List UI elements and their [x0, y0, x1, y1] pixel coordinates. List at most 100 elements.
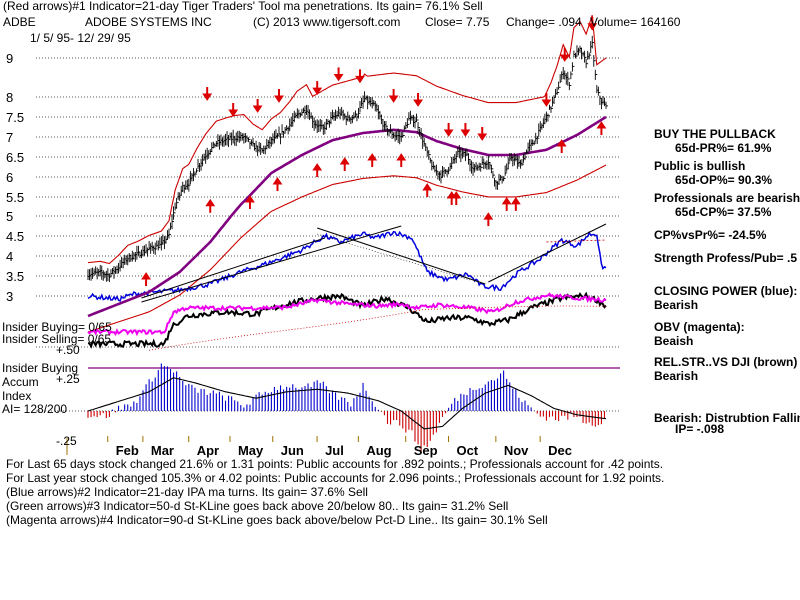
- accum-ma-path: [87, 377, 607, 430]
- buy-arrow-head: [141, 272, 151, 280]
- bearish-label: Bearish: Distrubtion Falling: [654, 411, 800, 425]
- strength-value: Strength Profess/Pub= .5: [654, 251, 798, 265]
- trendline-dotted-1: [317, 233, 471, 281]
- buy-arrow-head: [596, 121, 607, 129]
- buy-pullback-label: BUY THE PULLBACK: [654, 127, 776, 141]
- y-tick-label: 6.5: [6, 150, 24, 165]
- accum-tick-m25: -.25: [56, 434, 77, 448]
- price-bars: [87, 35, 608, 283]
- relstr-label: REL.STR..VS DJI (brown): [654, 355, 798, 369]
- green-arrows-indicator: (Green arrows)#3 Indicator=50-d St-KLine…: [6, 499, 509, 513]
- y-tick-label: 9: [6, 51, 13, 66]
- x-tick-label: Aug: [366, 443, 391, 458]
- relstr-line: [87, 291, 607, 349]
- buy-arrow-head: [556, 139, 567, 147]
- closing-power-status: Bearish: [654, 298, 699, 312]
- date-range: 1/ 5/ 95- 12/ 29/ 95: [30, 31, 131, 45]
- cp-ma-dotted: [546, 239, 607, 243]
- close-value: Close= 7.75: [425, 15, 490, 29]
- sell-arrow-head: [228, 109, 239, 117]
- y-tick-label: 8: [6, 90, 13, 105]
- ai-value: AI= 128/200: [2, 402, 68, 416]
- sell-arrow-head: [202, 93, 213, 101]
- stats-last-year: For Last year stock changed 105.3% or 4.…: [6, 471, 665, 485]
- sell-arrow-head: [333, 73, 344, 82]
- buy-arrow-head: [483, 212, 494, 220]
- sell-arrow-head: [312, 87, 323, 96]
- buy-arrow-head: [396, 153, 407, 161]
- y-tick-label: 5: [6, 209, 13, 224]
- axes: 9 8 7.5 7 6.5 6 5.5 5 4.5 4 3.5 3 Feb Mar Apr May Jun Jul…: [6, 51, 572, 458]
- sell-arrow-head: [587, 23, 598, 31]
- copyright: (C) 2013 www.tigersoft.com: [253, 15, 401, 29]
- header-indicator-line: (Red arrows)#1 Indicator=21-day Tiger Tr…: [3, 0, 483, 13]
- buy-arrow-head: [205, 198, 216, 207]
- x-tick-label: Apr: [197, 443, 219, 458]
- buy-arrow-head: [312, 163, 323, 171]
- sell-arrow-head: [355, 75, 365, 84]
- index-label: Index: [2, 389, 32, 403]
- buy-arrow-head: [422, 183, 433, 191]
- cpvspr-value: CP%vsPr%= -24.5%: [654, 228, 767, 242]
- relstr-status: Bearish: [654, 369, 699, 383]
- buy-arrow-head: [510, 196, 521, 205]
- y-tick-label: 4.5: [6, 229, 24, 244]
- buy-arrow-head: [245, 195, 255, 203]
- x-tick-label: Jul: [325, 443, 344, 458]
- y-tick-label: 5.5: [6, 190, 24, 205]
- y-tick-label: 4: [6, 249, 13, 264]
- y-tick-label: 3.5: [6, 269, 24, 284]
- accum-label: Accum: [2, 375, 39, 389]
- lower-band-path: [87, 164, 607, 333]
- accum-index-histogram: [87, 363, 607, 451]
- y-tick-label: 6: [6, 170, 13, 185]
- accum-tick-p50: +.50: [56, 343, 80, 357]
- relstr-path: [87, 291, 607, 349]
- closing-power-line: [87, 230, 607, 302]
- sell-arrow-head: [252, 105, 263, 113]
- ip-value: IP= -.098: [675, 422, 725, 436]
- sell-arrow-head: [443, 129, 454, 137]
- signal-arrows: [141, 16, 607, 286]
- sell-arrow-head: [541, 99, 552, 107]
- moving-average-line: [87, 115, 607, 318]
- change-value: Change= .094: [506, 15, 582, 29]
- closing-power-label: CLOSING POWER (blue):: [654, 284, 798, 298]
- op-value: 65d-OP%= 90.3%: [675, 173, 773, 187]
- magenta-arrows-indicator: (Magenta arrows)#4 Indicator=90-d St-KLi…: [6, 513, 548, 527]
- public-label: Public is bullish: [654, 159, 746, 173]
- x-tick-label: Feb: [116, 443, 139, 458]
- obv-line: [87, 292, 607, 351]
- trendline-2: [141, 225, 402, 303]
- x-tick-label: Mar: [151, 443, 174, 458]
- x-tick-label: Sep: [414, 443, 438, 458]
- stats-65-days: For Last 65 days stock changed 21.6% or …: [6, 457, 664, 471]
- buy-arrow-head: [339, 157, 350, 165]
- trendline-3: [317, 227, 486, 285]
- professionals-label: Professionals are bearish: [654, 191, 800, 205]
- sell-arrow-head: [388, 95, 399, 103]
- buy-arrow-head: [501, 196, 512, 205]
- sell-arrow-head: [413, 99, 423, 107]
- obv-label: OBV (magenta):: [654, 320, 745, 334]
- blue-arrows-indicator: (Blue arrows)#2 Indicator=21-day IPA ma …: [6, 485, 368, 499]
- company-name: ADOBE SYSTEMS INC: [85, 15, 212, 29]
- y-tick-label: 7: [6, 130, 13, 145]
- x-tick-label: Nov: [504, 443, 529, 458]
- buy-arrow-head: [367, 153, 378, 161]
- insider-selling: Insider Selling= 0/65: [2, 332, 112, 346]
- closing-power-trendlines: [141, 223, 607, 303]
- sell-arrow-head: [477, 133, 488, 141]
- pr-value: 65d-PR%= 61.9%: [675, 141, 772, 155]
- insider-buying-label: Insider Buying: [2, 361, 79, 375]
- x-tick-label: Dec: [548, 443, 572, 458]
- x-tick-label: Jun: [281, 443, 304, 458]
- buy-arrow-head: [451, 191, 462, 199]
- ticker-label: ADBE: [3, 15, 36, 29]
- x-tick-label: Oct: [456, 443, 478, 458]
- cp-value: 65d-CP%= 37.5%: [675, 205, 772, 219]
- x-tick-label: May: [238, 443, 264, 458]
- y-tick-label: 3: [6, 289, 13, 304]
- sell-arrow-head: [460, 129, 471, 137]
